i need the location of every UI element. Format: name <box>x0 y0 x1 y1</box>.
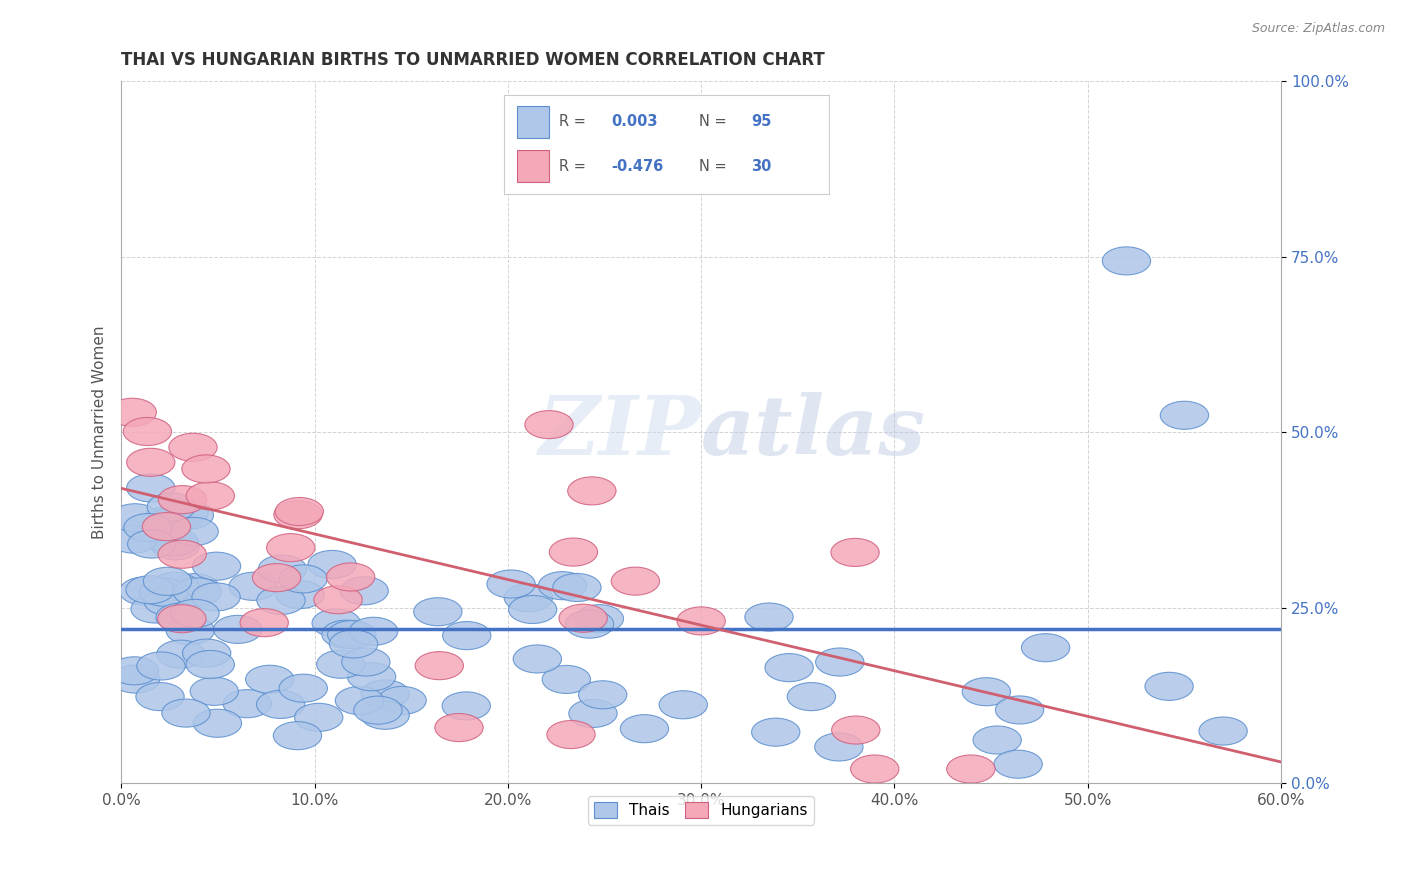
Text: ZIP: ZIP <box>538 392 702 472</box>
Y-axis label: Births to Unmarried Women: Births to Unmarried Women <box>93 326 107 539</box>
Text: atlas: atlas <box>702 392 927 472</box>
Text: THAI VS HUNGARIAN BIRTHS TO UNMARRIED WOMEN CORRELATION CHART: THAI VS HUNGARIAN BIRTHS TO UNMARRIED WO… <box>121 51 825 69</box>
Text: Source: ZipAtlas.com: Source: ZipAtlas.com <box>1251 22 1385 36</box>
Legend: Thais, Hungarians: Thais, Hungarians <box>588 797 814 824</box>
